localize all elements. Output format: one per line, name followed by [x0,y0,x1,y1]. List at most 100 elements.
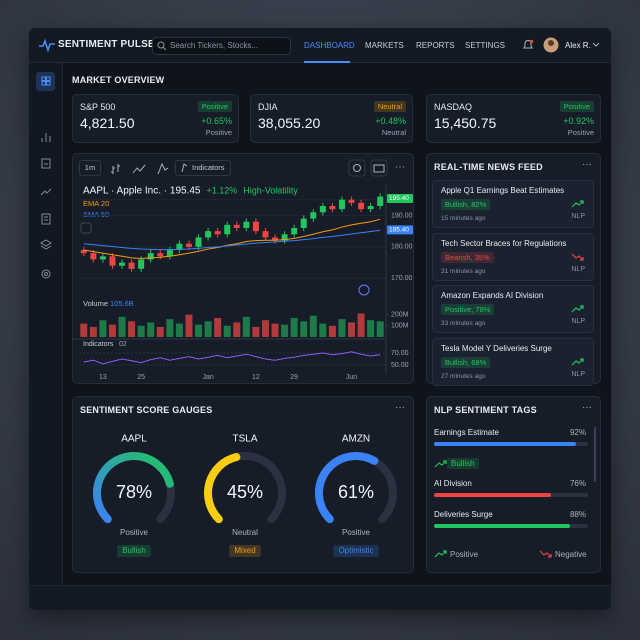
section-title: NLP SENTIMENT TAGS [434,405,537,415]
toolbar-icon [111,164,120,174]
news-time: 33 minutes ago [441,320,486,327]
news-headline: Tesla Model Y Deliveries Surge [441,343,552,353]
candle-body [185,243,192,247]
volume-bar [319,323,327,337]
candle-body [195,237,202,247]
bell-icon[interactable] [522,39,534,52]
gauge-value: 61% [338,482,374,502]
news-item[interactable]: Apple Q1 Earnings Beat Estimates Bullish,… [432,180,594,228]
toolbar-icon [157,162,169,175]
price-chart: ··· AAPL · Apple Inc. · 195.45 +1.12% High-… [73,159,413,381]
volume-label: Volume [83,299,108,308]
y-tick-label: 190.00 [391,212,413,219]
user-name[interactable]: Alex R. [565,41,591,50]
candle-body [147,253,154,260]
more-icon: ··· [582,402,592,413]
volume-bar [175,323,183,337]
gauges-panel: SENTIMENT SCORE GAUGES ··· AAPL 78% Positive… [72,396,414,573]
interval-button[interactable]: 1m [79,160,101,176]
indicators-button[interactable]: Indicators [175,160,231,176]
gauge-value: 45% [227,482,263,502]
tag-value: 76% [569,479,586,488]
ma-line [83,218,381,259]
gauge-arc [204,453,241,524]
nav-item[interactable]: SETTINGS [465,41,506,50]
card-value: 38,055.20 [258,115,321,131]
chevron [592,42,600,47]
trend-arrow [571,357,584,365]
card-sentiment: Positive [205,128,232,137]
volume-bar [214,317,222,337]
x-tick-label: 13 [99,374,107,381]
expand-button [80,222,92,234]
legend-entry: SMA 50 [83,210,109,219]
candle-body [377,196,384,206]
candle-body [291,228,298,235]
candle-body [99,256,106,260]
volume-bar [118,316,126,337]
x-tick-label: Jan [202,374,213,381]
section-title: REAL-TIME NEWS FEED [434,162,543,172]
volume-bar [357,313,365,337]
candle-body [176,243,183,250]
news-item[interactable]: Amazon Expands AI Division Positive, 78% 3… [432,285,594,333]
trend-arrow [571,253,584,261]
gauge-tag: Bullish [122,546,146,555]
gauge-sentiment: Positive [120,528,149,537]
volume-bar [156,326,164,337]
candle-body [338,199,345,210]
card-change: +0.92% [563,116,594,126]
nav-item[interactable]: MARKETS [365,41,404,50]
trend-icon [571,305,584,313]
nav-item[interactable]: DASHBOARD [304,41,355,50]
x-tick-label: 12 [252,374,260,381]
volume-bar [338,319,346,337]
news-item[interactable]: Tech Sector Braces for Regulations Bearis… [432,232,594,281]
candle-body [119,262,126,266]
volume-bar [89,326,97,337]
candle-body [138,259,145,269]
news-source: NLP [571,213,585,220]
chart-panel: 1m Indicators ··· AAPL · Apple Inc. · 195.4… [72,153,414,384]
logo [39,38,55,52]
volume-bar [367,320,375,337]
candle-body [348,199,355,203]
settings-icon [353,164,361,172]
tag-chip: Bullish [447,458,479,469]
news-item[interactable]: Tesla Model Y Deliveries Surge Bullish, 6… [432,337,594,386]
price-tag [387,225,413,235]
candle-body [109,256,116,266]
card-name: S&P 500 [80,102,116,112]
news-source: NLP [571,370,585,378]
volume-bar [223,325,231,337]
legend-icon [539,550,552,558]
candle-body [128,262,135,269]
news-source: NLP [571,265,585,273]
sidebar-icons [40,76,53,601]
news-tag: Positive, 78% [441,304,495,315]
scrollbar [594,427,596,482]
volume-bar [166,319,174,337]
volume-bar [242,316,250,337]
volume-bar [99,320,107,337]
candle-body [90,253,97,260]
y-tick-label: 180.00 [391,244,413,251]
nav-item[interactable]: REPORTS [416,41,455,50]
ma-line [83,229,381,251]
gauge-tag: Optimistic [338,546,373,555]
tag-value: 92% [569,428,586,437]
avatar[interactable] [543,37,559,53]
more-icon: ··· [395,402,405,413]
trend-icon [571,200,584,208]
news-panel: REAL-TIME NEWS FEED ··· Apple Q1 Earnings … [426,153,601,386]
news-source: NLP [571,318,585,325]
tag-name: AI Division [434,479,472,488]
search-box[interactable] [152,37,291,55]
candle-body [358,202,365,210]
volume-bar [300,321,308,337]
x-tick-label: 25 [137,374,145,381]
volume-bar [281,324,289,337]
gauge-value: 78% [116,482,152,502]
candle-body [310,212,317,219]
candle-body [319,206,326,213]
